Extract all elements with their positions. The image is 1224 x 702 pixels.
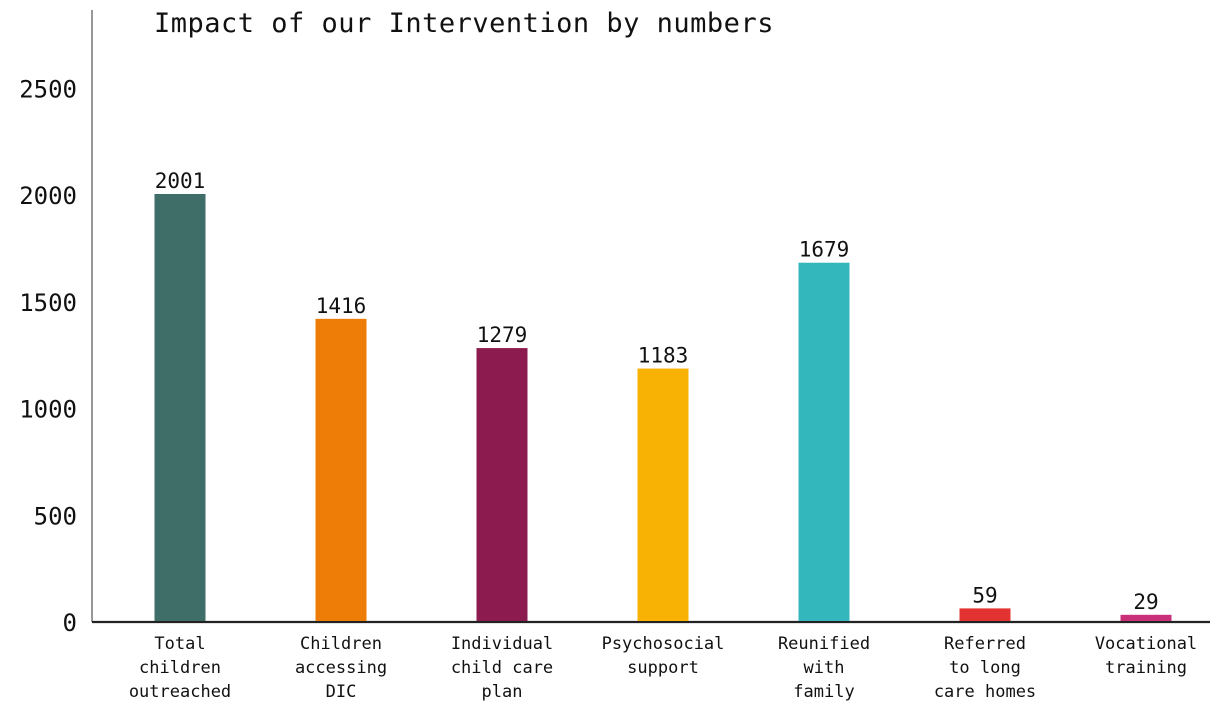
bar-value-label: 2001 (155, 169, 206, 193)
y-tick-label: 2000 (19, 182, 77, 210)
x-tick-label: Referred to long care homes (934, 634, 1036, 702)
x-tick-label: Children accessing DIC (295, 634, 387, 702)
chart-axes (91, 10, 1210, 624)
y-tick-label: 0 (63, 609, 77, 637)
y-tick-label: 1000 (19, 396, 77, 424)
x-axis-ticks: Total children outreached Children accessing… (129, 634, 1197, 702)
y-tick-label: 1500 (19, 289, 77, 317)
bar-value-label: 1679 (799, 238, 850, 262)
bar (959, 608, 1011, 621)
x-tick-label: Reunified with family (778, 634, 870, 702)
bars (154, 194, 1172, 621)
bar (637, 368, 689, 621)
bar-value-label: 1416 (316, 294, 367, 318)
bar-value-label: 1183 (638, 344, 689, 368)
data-labels: 2001 1416 1279 1183 1679 59 29 (155, 169, 1159, 614)
bar (154, 194, 206, 621)
bar (315, 318, 367, 621)
bar-value-label: 29 (1133, 590, 1158, 614)
x-tick-label: Psychosocial support (602, 634, 725, 678)
bar-value-label: 59 (972, 583, 997, 607)
x-tick-label: Total children outreached (129, 634, 231, 702)
bar (798, 262, 850, 621)
x-tick-label: Individual child care plan (451, 634, 553, 702)
bar (476, 348, 528, 621)
bar-value-label: 1279 (477, 323, 528, 347)
y-tick-label: 2500 (19, 76, 77, 104)
x-tick-label: Vocational training (1095, 634, 1197, 678)
y-axis-ticks: 0 500 1000 1500 2000 2500 (19, 76, 77, 637)
bar (1120, 614, 1172, 621)
y-tick-label: 500 (34, 502, 77, 530)
chart-title: Impact of our Intervention by numbers (154, 8, 774, 39)
